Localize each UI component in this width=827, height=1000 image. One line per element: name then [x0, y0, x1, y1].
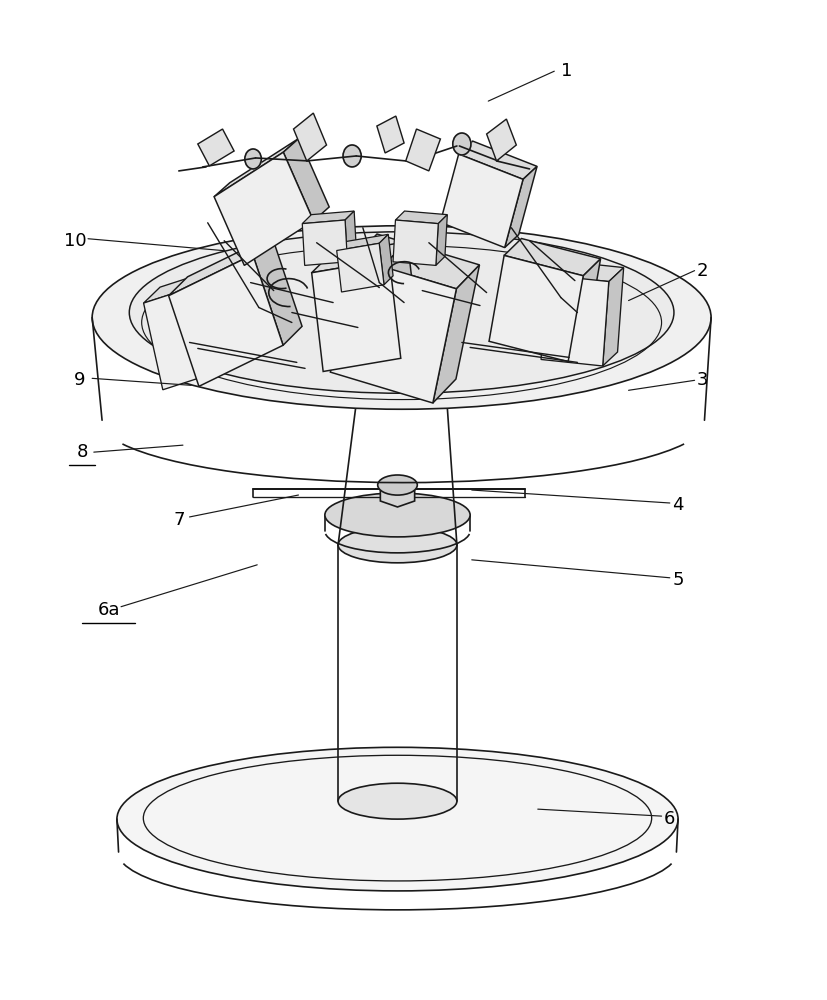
Polygon shape	[458, 141, 537, 179]
Polygon shape	[567, 259, 600, 362]
Polygon shape	[330, 258, 456, 403]
Text: 10: 10	[65, 232, 87, 250]
Circle shape	[452, 133, 471, 155]
Polygon shape	[143, 265, 227, 303]
Polygon shape	[486, 119, 516, 161]
Polygon shape	[169, 255, 283, 386]
Text: 2: 2	[696, 262, 708, 280]
Polygon shape	[337, 234, 388, 251]
Text: 9: 9	[74, 371, 85, 389]
Text: 4: 4	[672, 496, 683, 514]
Polygon shape	[311, 242, 407, 273]
Polygon shape	[345, 211, 356, 262]
Polygon shape	[489, 255, 582, 362]
Text: 8: 8	[76, 443, 88, 461]
Circle shape	[245, 149, 261, 169]
Polygon shape	[547, 261, 623, 282]
Polygon shape	[143, 281, 230, 390]
Text: 7: 7	[173, 511, 184, 529]
Text: 5: 5	[672, 571, 683, 589]
Text: 6: 6	[663, 810, 675, 828]
Circle shape	[342, 145, 361, 167]
Polygon shape	[393, 220, 437, 265]
Ellipse shape	[377, 475, 417, 495]
Polygon shape	[311, 260, 400, 371]
Polygon shape	[283, 138, 329, 221]
Polygon shape	[379, 234, 393, 285]
Polygon shape	[214, 152, 313, 265]
Polygon shape	[353, 234, 479, 289]
Polygon shape	[433, 265, 479, 403]
Polygon shape	[337, 243, 384, 292]
Ellipse shape	[337, 527, 457, 563]
Ellipse shape	[129, 232, 673, 393]
Polygon shape	[211, 265, 246, 368]
Polygon shape	[405, 129, 440, 171]
Ellipse shape	[337, 783, 457, 819]
Polygon shape	[214, 138, 299, 197]
Polygon shape	[302, 211, 354, 224]
Polygon shape	[395, 211, 447, 224]
Text: 6a: 6a	[98, 601, 120, 619]
Polygon shape	[380, 483, 414, 507]
Ellipse shape	[92, 226, 710, 409]
Polygon shape	[540, 275, 608, 366]
Polygon shape	[435, 215, 447, 265]
Polygon shape	[504, 239, 600, 276]
Polygon shape	[389, 242, 418, 358]
Ellipse shape	[117, 747, 677, 891]
Ellipse shape	[324, 493, 470, 537]
Text: 1: 1	[561, 62, 571, 80]
Polygon shape	[293, 113, 326, 161]
Polygon shape	[302, 220, 347, 265]
Polygon shape	[376, 116, 404, 153]
Polygon shape	[440, 154, 523, 248]
Polygon shape	[504, 166, 537, 248]
Polygon shape	[198, 129, 234, 166]
Polygon shape	[602, 268, 623, 366]
Polygon shape	[169, 236, 271, 296]
Polygon shape	[252, 236, 302, 345]
Text: 3: 3	[696, 371, 708, 389]
